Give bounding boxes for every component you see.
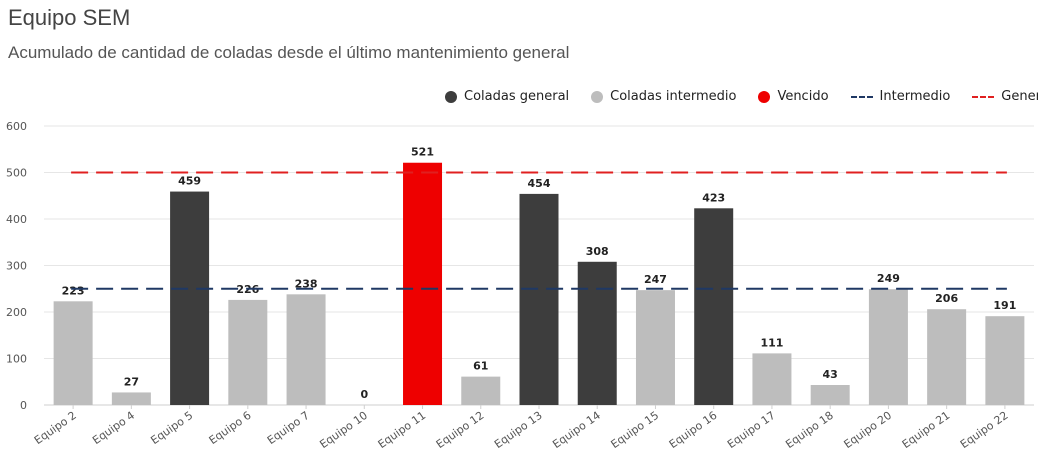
bar[interactable] bbox=[461, 376, 501, 405]
x-tick-label: Equipo 14 bbox=[550, 409, 603, 451]
data-label: 27 bbox=[124, 375, 139, 388]
y-tick-label: 600 bbox=[6, 120, 27, 133]
y-tick-label: 100 bbox=[6, 353, 27, 366]
x-tick-label: Equipo 15 bbox=[609, 409, 662, 451]
legend-item-general[interactable]: General bbox=[972, 89, 1038, 104]
legend-item-coladas-general[interactable]: Coladas general bbox=[445, 89, 569, 104]
data-label: 521 bbox=[411, 146, 434, 159]
legend-marker-general bbox=[972, 95, 995, 98]
x-tick-label: Equipo 20 bbox=[841, 409, 894, 451]
legend-label: Intermedio bbox=[879, 89, 951, 104]
y-tick-label: 300 bbox=[6, 260, 27, 273]
bar[interactable] bbox=[170, 191, 210, 405]
bar[interactable] bbox=[694, 208, 734, 405]
x-tick-label: Equipo 21 bbox=[900, 409, 953, 451]
legend-label: General bbox=[1001, 89, 1038, 104]
data-label: 43 bbox=[823, 368, 838, 381]
data-label: 191 bbox=[993, 299, 1016, 312]
legend-item-coladas-intermedio[interactable]: Coladas intermedio bbox=[591, 89, 736, 104]
bar[interactable] bbox=[810, 385, 850, 405]
legend-marker-coladas-general bbox=[445, 90, 457, 103]
x-tick-label: Equipo 2 bbox=[32, 409, 79, 447]
bar[interactable] bbox=[577, 261, 617, 405]
x-tick-label: Equipo 13 bbox=[492, 409, 545, 451]
x-tick-label: Equipo 17 bbox=[725, 409, 778, 451]
x-tick-label: Equipo 16 bbox=[667, 409, 720, 451]
data-label: 206 bbox=[935, 292, 958, 305]
bar[interactable] bbox=[519, 193, 559, 405]
x-tick-label: Equipo 7 bbox=[265, 409, 312, 447]
bar[interactable] bbox=[985, 316, 1025, 405]
bar[interactable] bbox=[752, 353, 792, 405]
y-tick-label: 400 bbox=[6, 213, 27, 226]
legend-item-vencido[interactable]: Vencido bbox=[758, 89, 829, 104]
x-tick-label: Equipo 18 bbox=[783, 409, 836, 451]
x-tick-label: Equipo 10 bbox=[317, 409, 370, 451]
data-label: 61 bbox=[473, 360, 488, 373]
y-tick-label: 500 bbox=[6, 167, 27, 180]
data-label: 249 bbox=[877, 272, 900, 285]
data-label: 459 bbox=[178, 175, 201, 188]
data-label: 423 bbox=[702, 191, 725, 204]
bar[interactable] bbox=[286, 294, 326, 405]
x-tick-label: Equipo 22 bbox=[958, 409, 1011, 451]
bar[interactable] bbox=[228, 299, 268, 405]
data-label: 247 bbox=[644, 273, 667, 286]
x-tick-label: Equipo 5 bbox=[148, 409, 195, 447]
legend-label: Vencido bbox=[777, 89, 829, 104]
y-tick-label: 200 bbox=[6, 306, 27, 319]
data-label: 223 bbox=[62, 284, 85, 297]
chart-subtitle: Acumulado de cantidad de coladas desde e… bbox=[8, 43, 570, 62]
legend-marker-intermedio bbox=[850, 95, 873, 98]
chart-legend: Coladas general Coladas intermedio Venci… bbox=[445, 89, 1038, 104]
data-label: 0 bbox=[360, 388, 368, 401]
chart-title: Equipo SEM bbox=[8, 5, 131, 30]
legend-label: Coladas intermedio bbox=[610, 89, 737, 104]
bar[interactable] bbox=[868, 289, 908, 405]
data-label: 308 bbox=[586, 245, 609, 258]
legend-label: Coladas general bbox=[464, 89, 570, 104]
legend-marker-vencido bbox=[758, 90, 771, 103]
data-label: 111 bbox=[760, 336, 783, 349]
x-tick-label: Equipo 6 bbox=[207, 409, 254, 447]
legend-marker-coladas-intermedio bbox=[591, 90, 604, 103]
bar[interactable] bbox=[403, 162, 443, 405]
bar[interactable] bbox=[111, 392, 151, 405]
x-tick-label: Equipo 4 bbox=[90, 409, 137, 447]
x-tick-label: Equipo 12 bbox=[434, 409, 487, 451]
data-label: 238 bbox=[295, 277, 318, 290]
bar[interactable] bbox=[53, 301, 93, 405]
bar[interactable] bbox=[927, 309, 967, 405]
data-label: 454 bbox=[528, 177, 551, 190]
bar[interactable] bbox=[635, 290, 675, 405]
y-tick-label: 0 bbox=[20, 399, 27, 412]
x-tick-label: Equipo 11 bbox=[376, 409, 429, 451]
legend-item-intermedio[interactable]: Intermedio bbox=[850, 89, 951, 104]
